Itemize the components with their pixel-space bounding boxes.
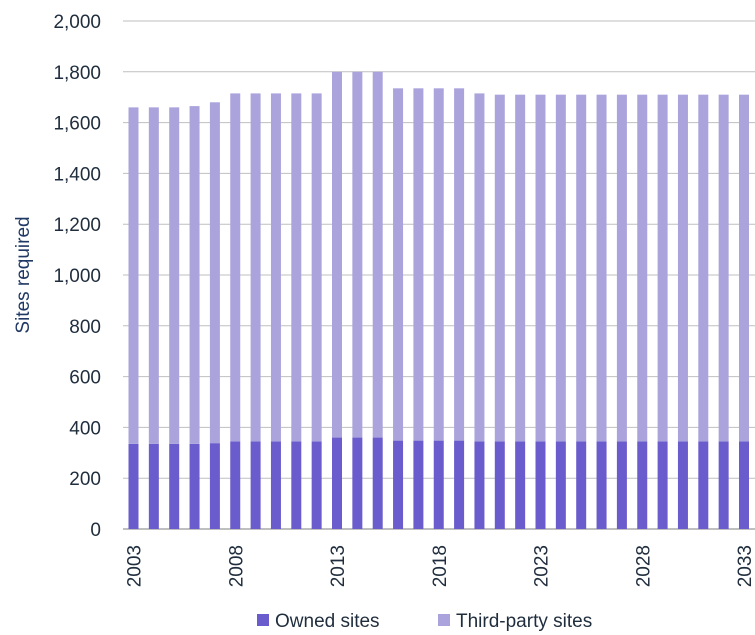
bar-owned-sites [739, 441, 749, 529]
x-tick-label: 2033 [735, 545, 755, 587]
y-tick-label: 1,000 [53, 266, 101, 287]
bar-owned-sites [454, 440, 465, 529]
bar-owned-sites [270, 441, 281, 529]
bar-owned-sites [352, 437, 363, 529]
bar-third-party-sites [698, 94, 709, 442]
y-tick-label: 1,800 [53, 63, 101, 84]
y-tick-label: 600 [69, 368, 101, 389]
y-tick-label: 1,200 [53, 215, 101, 236]
bar-third-party-sites [372, 71, 383, 438]
y-tick-label: 1,400 [53, 164, 101, 185]
x-tick-labels: 2003 2008 2013 2018 2023 2028 2033 [125, 545, 755, 587]
bar-third-party-sites [413, 88, 424, 441]
x-tick-label: 2008 [226, 545, 247, 587]
y-tick-label: 1,600 [53, 114, 101, 135]
bar-third-party-sites [454, 88, 465, 441]
legend-swatch [438, 614, 450, 626]
bar-third-party-sites [576, 94, 587, 442]
bar-third-party-sites [230, 93, 241, 442]
legend-swatch [257, 614, 269, 626]
bar-owned-sites [657, 441, 668, 529]
y-tick-label: 0 [90, 520, 101, 541]
bar-third-party-sites [637, 94, 648, 442]
bar-third-party-sites [128, 107, 139, 444]
y-tick-label: 200 [69, 469, 101, 490]
x-tick-label: 2013 [328, 545, 349, 587]
bar-third-party-sites [596, 94, 607, 442]
bar-third-party-sites [393, 88, 404, 441]
legend-label: Third-party sites [456, 611, 592, 632]
y-tick-label: 400 [69, 418, 101, 439]
bar-third-party-sites [433, 88, 444, 441]
bar-owned-sites [616, 441, 627, 529]
bar-owned-sites [372, 437, 383, 529]
y-tick-label: 2,000 [53, 12, 101, 33]
bar-third-party-sites [555, 94, 566, 442]
bar-third-party-sites [474, 93, 485, 442]
bar-owned-sites [555, 441, 566, 529]
y-axis-label: Sites required [13, 216, 34, 333]
y-tick-labels: 0 200 400 600 800 1,000 1,200 1,400 1,600 1,800 2,… [53, 12, 101, 541]
bar-owned-sites [474, 441, 485, 529]
bar-owned-sites [596, 441, 607, 529]
bar-third-party-sites [270, 93, 281, 442]
bar-third-party-sites [535, 94, 546, 442]
bar-third-party-sites [515, 94, 526, 442]
bar-owned-sites [169, 443, 180, 529]
bar-owned-sites [698, 441, 709, 529]
bar-owned-sites [494, 441, 505, 529]
bar-third-party-sites [291, 93, 302, 442]
bar-owned-sites [128, 443, 139, 529]
bar-owned-sites [637, 441, 648, 529]
bar-third-party-sites [148, 107, 159, 444]
x-tick-label: 2028 [633, 545, 654, 587]
bar-third-party-sites [209, 102, 220, 444]
bar-third-party-sites [677, 94, 688, 442]
bar-owned-sites [230, 441, 241, 529]
bar-third-party-sites [352, 71, 363, 438]
bar-third-party-sites [616, 94, 627, 442]
legend-label: Owned sites [275, 611, 380, 632]
x-tick-label: 2023 [532, 545, 553, 587]
bar-owned-sites [393, 440, 404, 529]
bar-owned-sites [148, 443, 159, 529]
bar-owned-sites [311, 441, 322, 529]
bar-owned-sites [718, 441, 729, 529]
bar-third-party-sites [718, 94, 729, 442]
bars [128, 71, 749, 529]
bar-owned-sites [535, 441, 546, 529]
bar-third-party-sites [494, 94, 505, 442]
x-tick-label: 2003 [125, 545, 146, 587]
bar-third-party-sites [739, 94, 749, 442]
bar-owned-sites [250, 441, 261, 529]
bar-owned-sites [332, 437, 342, 529]
bar-third-party-sites [189, 106, 200, 444]
bar-third-party-sites [311, 93, 322, 442]
bar-third-party-sites [250, 93, 261, 442]
legend: Owned sites Third-party sites [257, 611, 592, 632]
bar-owned-sites [677, 441, 688, 529]
bar-owned-sites [576, 441, 587, 529]
y-tick-label: 800 [69, 317, 101, 338]
bar-owned-sites [433, 440, 444, 529]
bar-third-party-sites [657, 94, 668, 442]
bar-owned-sites [515, 441, 526, 529]
bar-owned-sites [189, 443, 200, 529]
bar-owned-sites [209, 443, 220, 529]
bar-third-party-sites [169, 107, 180, 444]
x-tick-label: 2018 [430, 545, 451, 587]
bar-owned-sites [413, 440, 424, 529]
bar-third-party-sites [332, 71, 342, 438]
bar-owned-sites [291, 441, 302, 529]
